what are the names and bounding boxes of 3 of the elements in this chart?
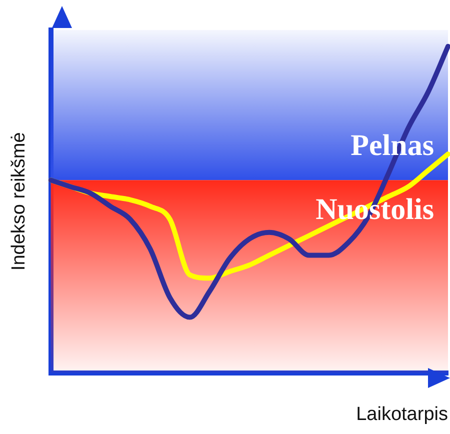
x-axis-title: Laikotarpis: [356, 404, 448, 425]
y-axis-title: Indekso reikšmė: [8, 132, 30, 271]
band-label: Pelnas: [350, 128, 434, 162]
